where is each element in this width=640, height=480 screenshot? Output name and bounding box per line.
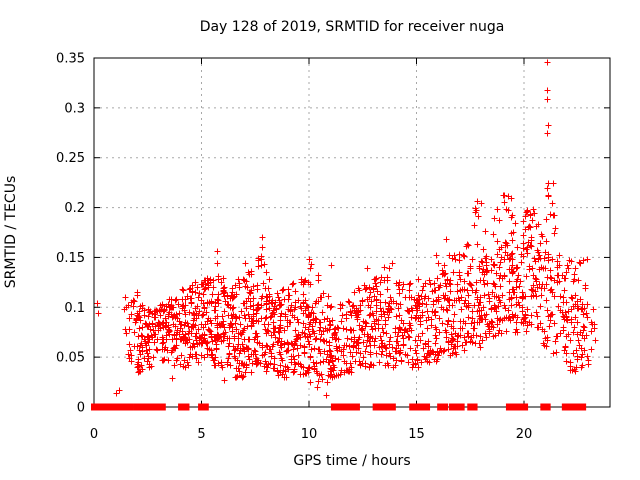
x-tick-label: 0 [90,427,98,442]
x-tick-label: 20 [516,427,533,442]
zero-value-cluster [91,403,126,411]
chart-title: Day 128 of 2019, SRMTID for receiver nug… [199,19,505,35]
y-tick-label: 0.1 [64,301,85,316]
x-axis-title: GPS time / hours [293,453,411,469]
zero-value-cluster [437,403,449,411]
zero-value-cluster [178,403,190,411]
scatter-points [94,59,599,399]
zero-value-cluster [409,403,422,411]
x-tick-label: 5 [197,427,205,442]
x-tick-label: 15 [408,427,425,442]
x-tick-label: 10 [301,427,318,442]
zero-value-cluster [570,403,587,411]
zero-value-cluster [342,403,360,411]
zero-value-cluster [448,403,465,411]
y-tick-label: 0.2 [64,201,85,216]
zero-value-cluster [467,403,478,411]
zero-value-cluster [540,403,551,411]
zero-value-cluster [330,403,345,411]
y-tick-label: 0.25 [56,151,85,166]
zero-value-cluster [419,403,431,411]
zero-value-cluster [383,403,396,411]
zero-value-cluster [134,403,158,411]
y-tick-label: 0.15 [56,251,85,266]
zero-value-cluster [198,403,209,411]
y-tick-label: 0.3 [64,101,85,116]
zero-value-cluster [505,403,521,411]
zero-value-cluster [155,403,166,411]
y-tick-label: 0 [77,401,85,416]
zero-value-cluster [124,403,134,411]
y-tick-label: 0.35 [56,52,85,67]
zero-value-cluster [516,403,529,411]
zero-value-cluster [561,403,574,411]
zero-value-cluster [372,403,385,411]
y-tick-label: 0.05 [56,351,85,366]
